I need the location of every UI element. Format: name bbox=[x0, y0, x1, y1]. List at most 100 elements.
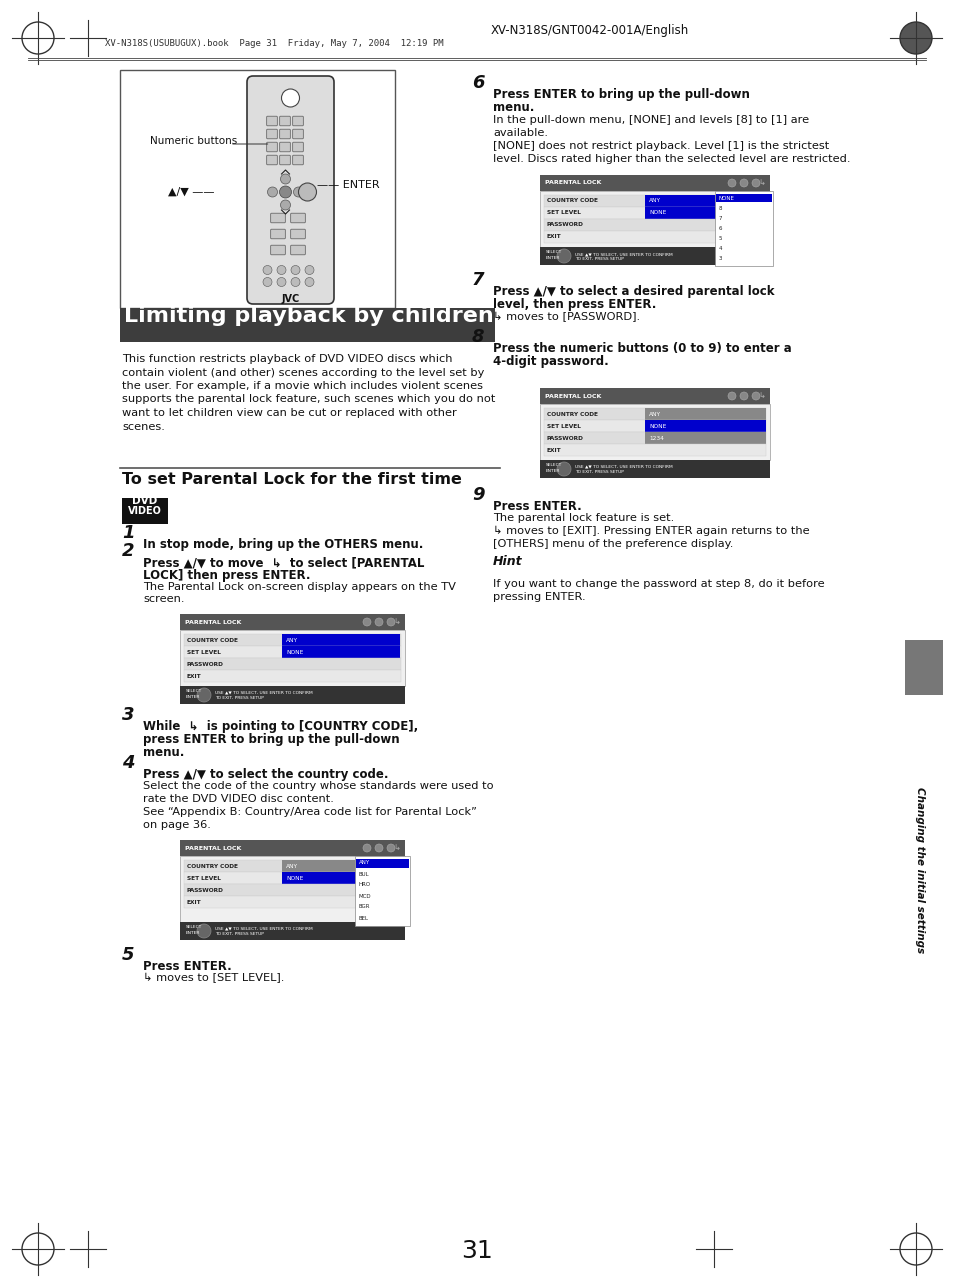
Text: NONE: NONE bbox=[286, 650, 303, 655]
Bar bbox=[355, 870, 409, 879]
FancyBboxPatch shape bbox=[267, 129, 277, 139]
Text: [OTHERS] menu of the preference display.: [OTHERS] menu of the preference display. bbox=[493, 539, 733, 550]
Bar bbox=[714, 190, 772, 266]
Text: COUNTRY CODE: COUNTRY CODE bbox=[546, 198, 598, 203]
Text: 8: 8 bbox=[719, 206, 721, 211]
Text: The Parental Lock on-screen display appears on the TV
screen.: The Parental Lock on-screen display appe… bbox=[143, 582, 456, 604]
Bar bbox=[282, 634, 399, 646]
Circle shape bbox=[363, 844, 371, 852]
Bar bbox=[539, 387, 769, 404]
Bar bbox=[644, 196, 765, 207]
FancyBboxPatch shape bbox=[291, 229, 305, 239]
Text: USE ▲▼ TO SELECT, USE ENTER TO CONFIRM: USE ▲▼ TO SELECT, USE ENTER TO CONFIRM bbox=[214, 927, 313, 931]
Circle shape bbox=[298, 183, 316, 201]
Text: level. Discs rated higher than the selected level are restricted.: level. Discs rated higher than the selec… bbox=[493, 154, 850, 163]
FancyBboxPatch shape bbox=[271, 246, 285, 255]
Text: level, then press ENTER.: level, then press ENTER. bbox=[493, 299, 656, 311]
Text: NONE: NONE bbox=[648, 211, 666, 215]
Text: JVC: JVC bbox=[281, 293, 299, 304]
Text: EXIT: EXIT bbox=[187, 900, 201, 905]
Circle shape bbox=[291, 278, 299, 287]
Bar bbox=[122, 498, 168, 524]
Circle shape bbox=[740, 179, 747, 187]
Text: BGR: BGR bbox=[358, 905, 370, 910]
Text: PARENTAL LOCK: PARENTAL LOCK bbox=[185, 846, 241, 851]
Text: USE ▲▼ TO SELECT, USE ENTER TO CONFIRM: USE ▲▼ TO SELECT, USE ENTER TO CONFIRM bbox=[214, 691, 313, 695]
FancyBboxPatch shape bbox=[271, 229, 285, 239]
Circle shape bbox=[557, 248, 571, 263]
Text: 4-digit password.: 4-digit password. bbox=[493, 355, 608, 368]
Circle shape bbox=[276, 278, 286, 287]
Text: ENTER: ENTER bbox=[186, 931, 200, 934]
Circle shape bbox=[363, 618, 371, 625]
Text: SELECT: SELECT bbox=[545, 463, 561, 467]
FancyBboxPatch shape bbox=[271, 214, 285, 223]
Text: 4: 4 bbox=[719, 246, 721, 251]
Text: TO EXIT, PRESS SETUP: TO EXIT, PRESS SETUP bbox=[214, 696, 264, 700]
Text: PASSWORD: PASSWORD bbox=[546, 435, 583, 440]
Bar bbox=[355, 914, 409, 923]
Text: scenes.: scenes. bbox=[122, 422, 165, 431]
Text: SET LEVEL: SET LEVEL bbox=[187, 650, 221, 655]
Bar bbox=[644, 207, 765, 219]
Text: ENTER: ENTER bbox=[545, 256, 559, 260]
Bar bbox=[180, 614, 405, 631]
Text: Press ENTER.: Press ENTER. bbox=[143, 960, 232, 973]
Bar bbox=[184, 884, 400, 896]
Bar bbox=[184, 646, 400, 658]
Bar bbox=[184, 634, 400, 646]
Bar bbox=[543, 408, 765, 420]
Text: ↳: ↳ bbox=[393, 618, 399, 627]
Bar bbox=[539, 247, 769, 265]
Bar bbox=[180, 840, 405, 856]
Text: want to let children view can be cut or replaced with other: want to let children view can be cut or … bbox=[122, 408, 456, 418]
Circle shape bbox=[375, 844, 382, 852]
Text: SET LEVEL: SET LEVEL bbox=[187, 875, 221, 880]
Circle shape bbox=[375, 618, 382, 625]
Text: ENTER: ENTER bbox=[186, 695, 200, 699]
Circle shape bbox=[196, 689, 211, 701]
FancyBboxPatch shape bbox=[293, 156, 303, 165]
Text: VIDEO: VIDEO bbox=[128, 506, 162, 516]
Text: Press ▲/▼ to select a desired parental lock: Press ▲/▼ to select a desired parental l… bbox=[493, 284, 774, 299]
Text: LOCK] then press ENTER.: LOCK] then press ENTER. bbox=[143, 569, 310, 582]
Text: TO EXIT, PRESS SETUP: TO EXIT, PRESS SETUP bbox=[575, 257, 623, 261]
Text: 2: 2 bbox=[122, 542, 134, 560]
Text: 4: 4 bbox=[122, 754, 134, 772]
FancyBboxPatch shape bbox=[293, 116, 303, 126]
Circle shape bbox=[305, 278, 314, 287]
Text: XV-N318S/GNT0042-001A/English: XV-N318S/GNT0042-001A/English bbox=[491, 24, 688, 37]
Text: PARENTAL LOCK: PARENTAL LOCK bbox=[185, 619, 241, 624]
FancyBboxPatch shape bbox=[291, 246, 305, 255]
Bar bbox=[543, 432, 765, 444]
Circle shape bbox=[751, 179, 760, 187]
Bar bbox=[184, 671, 400, 682]
Circle shape bbox=[727, 179, 735, 187]
Text: ↳ moves to [EXIT]. Pressing ENTER again returns to the: ↳ moves to [EXIT]. Pressing ENTER again … bbox=[493, 526, 809, 537]
Text: SET LEVEL: SET LEVEL bbox=[546, 423, 580, 429]
Circle shape bbox=[196, 924, 211, 938]
Text: Limiting playback by children: Limiting playback by children bbox=[124, 306, 494, 326]
Bar bbox=[716, 224, 771, 232]
FancyBboxPatch shape bbox=[279, 156, 290, 165]
Text: Press the numeric buttons (0 to 9) to enter a: Press the numeric buttons (0 to 9) to en… bbox=[493, 342, 791, 355]
Text: To set Parental Lock for the first time: To set Parental Lock for the first time bbox=[122, 472, 461, 486]
Text: If you want to change the password at step 8, do it before: If you want to change the password at st… bbox=[493, 579, 823, 589]
Bar bbox=[644, 408, 765, 420]
Text: Select the code of the country whose standards were used to: Select the code of the country whose sta… bbox=[143, 781, 493, 792]
Bar bbox=[539, 459, 769, 477]
Text: COUNTRY CODE: COUNTRY CODE bbox=[187, 637, 237, 642]
Text: ↳: ↳ bbox=[393, 843, 399, 852]
Bar bbox=[184, 658, 400, 671]
Text: press ENTER to bring up the pull-down: press ENTER to bring up the pull-down bbox=[143, 734, 399, 746]
Bar bbox=[184, 873, 400, 884]
Text: PASSWORD: PASSWORD bbox=[187, 662, 224, 667]
Text: ↳: ↳ bbox=[758, 391, 764, 400]
Circle shape bbox=[267, 187, 277, 197]
Text: NONE: NONE bbox=[286, 875, 303, 880]
Text: Hint: Hint bbox=[493, 555, 522, 568]
Text: 6: 6 bbox=[472, 73, 484, 91]
Bar bbox=[543, 219, 765, 230]
Text: 6: 6 bbox=[719, 225, 721, 230]
Text: BUL: BUL bbox=[358, 871, 369, 876]
